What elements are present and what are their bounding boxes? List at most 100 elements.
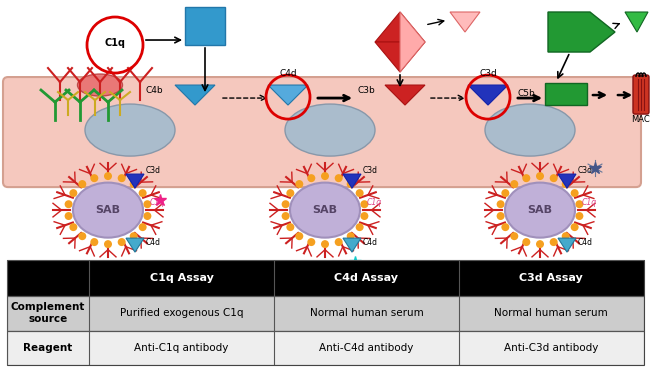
Text: C3a: C3a xyxy=(449,0,467,2)
Text: SAB: SAB xyxy=(313,205,337,215)
Text: C3b: C3b xyxy=(358,86,375,94)
Text: Normal human serum: Normal human serum xyxy=(494,308,608,318)
Text: Purified exogenous C1q: Purified exogenous C1q xyxy=(120,308,243,318)
Circle shape xyxy=(70,223,77,231)
Polygon shape xyxy=(558,238,576,252)
Ellipse shape xyxy=(290,183,360,238)
Circle shape xyxy=(118,174,125,182)
Circle shape xyxy=(295,180,304,188)
FancyBboxPatch shape xyxy=(185,7,225,45)
Circle shape xyxy=(307,174,315,182)
Text: Reagent: Reagent xyxy=(23,343,73,353)
Circle shape xyxy=(78,180,86,188)
Text: C1q: C1q xyxy=(582,198,597,207)
Text: C5a: C5a xyxy=(621,0,639,2)
Polygon shape xyxy=(126,238,144,252)
Circle shape xyxy=(571,189,578,197)
Circle shape xyxy=(523,238,530,246)
Circle shape xyxy=(360,212,369,220)
Circle shape xyxy=(510,180,518,188)
Polygon shape xyxy=(385,85,425,105)
Ellipse shape xyxy=(505,183,575,238)
Circle shape xyxy=(104,240,112,248)
Polygon shape xyxy=(625,12,648,32)
Circle shape xyxy=(356,189,363,197)
Circle shape xyxy=(356,223,363,231)
Text: C1q: C1q xyxy=(367,198,382,207)
Circle shape xyxy=(90,238,98,246)
Ellipse shape xyxy=(77,74,122,96)
Text: SAB: SAB xyxy=(96,205,120,215)
Polygon shape xyxy=(175,85,215,105)
Circle shape xyxy=(321,172,329,180)
Text: Anti-C1q antibody: Anti-C1q antibody xyxy=(135,343,229,353)
Text: C4d: C4d xyxy=(363,238,378,246)
Circle shape xyxy=(571,223,578,231)
Text: Anti-C4d antibody: Anti-C4d antibody xyxy=(319,343,413,353)
Text: C1q: C1q xyxy=(150,198,165,207)
Text: Normal human serum: Normal human serum xyxy=(309,308,423,318)
FancyBboxPatch shape xyxy=(6,260,644,296)
Circle shape xyxy=(138,189,147,197)
FancyBboxPatch shape xyxy=(6,331,644,365)
Circle shape xyxy=(501,189,510,197)
Circle shape xyxy=(335,174,343,182)
Polygon shape xyxy=(375,42,425,72)
Text: Anti-C3d antibody: Anti-C3d antibody xyxy=(504,343,598,353)
Polygon shape xyxy=(548,12,615,52)
Circle shape xyxy=(144,200,151,208)
Circle shape xyxy=(295,232,304,240)
Circle shape xyxy=(550,174,558,182)
Text: C4b: C4b xyxy=(146,86,163,94)
Polygon shape xyxy=(400,12,425,72)
Text: C4: C4 xyxy=(198,17,211,27)
Text: MAC: MAC xyxy=(632,115,650,124)
Text: C3d: C3d xyxy=(578,166,593,175)
Circle shape xyxy=(575,200,584,208)
Circle shape xyxy=(287,223,294,231)
Polygon shape xyxy=(468,85,508,105)
Text: C4d: C4d xyxy=(280,69,297,78)
Circle shape xyxy=(321,240,329,248)
Circle shape xyxy=(536,172,544,180)
Text: C4d: C4d xyxy=(146,238,161,246)
Text: C4d Assay: C4d Assay xyxy=(334,273,398,283)
Ellipse shape xyxy=(485,104,575,156)
Circle shape xyxy=(144,212,151,220)
Circle shape xyxy=(497,212,504,220)
Ellipse shape xyxy=(85,104,175,156)
Circle shape xyxy=(281,212,290,220)
Circle shape xyxy=(562,180,569,188)
Circle shape xyxy=(562,232,569,240)
Text: C3d: C3d xyxy=(479,69,497,78)
Text: C5b: C5b xyxy=(517,89,535,97)
Circle shape xyxy=(64,212,73,220)
Circle shape xyxy=(497,200,504,208)
Text: C1q Assay: C1q Assay xyxy=(150,273,214,283)
Text: SAB: SAB xyxy=(528,205,552,215)
Circle shape xyxy=(138,223,147,231)
Polygon shape xyxy=(343,174,361,188)
Circle shape xyxy=(287,189,294,197)
Polygon shape xyxy=(343,238,361,252)
FancyBboxPatch shape xyxy=(3,77,641,187)
Polygon shape xyxy=(375,12,425,42)
Circle shape xyxy=(281,200,290,208)
Polygon shape xyxy=(558,174,576,188)
Text: C3d: C3d xyxy=(146,166,161,175)
Circle shape xyxy=(104,172,112,180)
Circle shape xyxy=(360,200,369,208)
Text: Complement
source: Complement source xyxy=(10,303,85,324)
Circle shape xyxy=(78,232,86,240)
Circle shape xyxy=(550,238,558,246)
Circle shape xyxy=(346,232,355,240)
Circle shape xyxy=(118,238,125,246)
Circle shape xyxy=(64,200,73,208)
FancyBboxPatch shape xyxy=(633,75,649,114)
Circle shape xyxy=(575,212,584,220)
FancyBboxPatch shape xyxy=(545,83,587,105)
Circle shape xyxy=(130,232,138,240)
Circle shape xyxy=(523,174,530,182)
Circle shape xyxy=(307,238,315,246)
Text: C3d Assay: C3d Assay xyxy=(519,273,583,283)
